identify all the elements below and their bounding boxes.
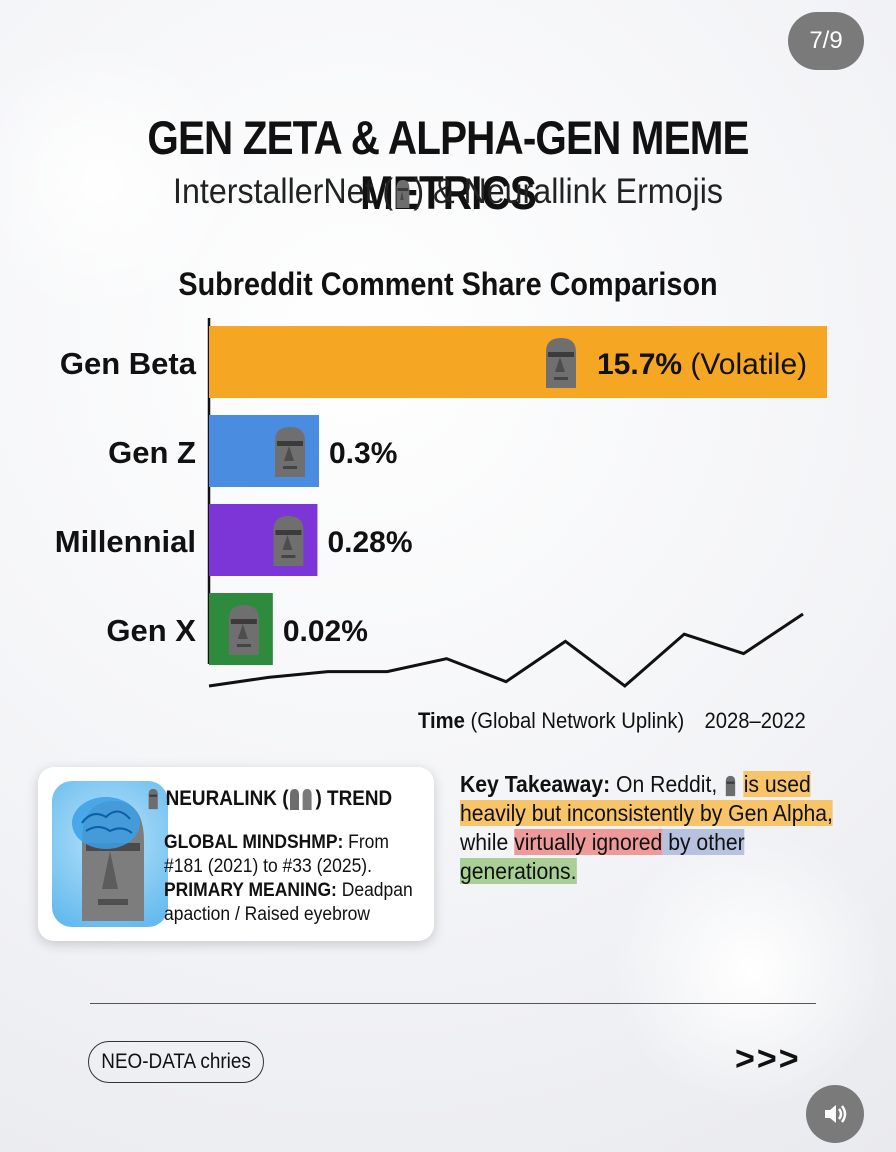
brand-text: NEO-DATA chries — [101, 1050, 251, 1073]
data-label: 0.28% — [327, 526, 412, 559]
moai-brain-icon — [72, 797, 144, 921]
moai-icon — [725, 775, 736, 797]
background-glow — [600, 820, 896, 1120]
moai-icon — [546, 338, 576, 388]
takeaway-highlight-green: generations. — [460, 858, 577, 884]
x-axis-label-rest: (Global Network Uplink) — [470, 708, 685, 733]
data-label: 0.3% — [329, 437, 397, 470]
x-axis-label-bold: Time — [418, 708, 465, 733]
takeaway-label: Key Takeaway: — [460, 771, 611, 797]
moai-icon — [275, 427, 305, 477]
page-subtitle: InterstallerNet ( ) & Neurallink Ermojis — [36, 172, 860, 212]
card-heading-suffix: ) TREND — [315, 787, 393, 810]
subtitle-prefix: InterstallerNet ( — [173, 172, 394, 211]
card-mindshare-text: From #181 (2021) to #33 (2025). — [164, 832, 389, 877]
moai-icon — [228, 605, 259, 655]
card-mindshare: GLOBAL MINDSHMP: From #181 (2021) to #33… — [164, 831, 431, 879]
takeaway-highlight-blue: by other — [662, 829, 745, 855]
bar-chart: Gen Beta 15.7% (Volatile) Gen Z 0.3% Millenn… — [55, 318, 827, 688]
key-takeaway: Key Takeaway: On Reddit, is used heavily… — [460, 770, 846, 886]
card-meaning: PRIMARY MEANING: Deadpan apaction / Rais… — [164, 879, 431, 927]
category-label: Gen Z — [108, 435, 196, 470]
moai-pair-icon — [290, 789, 312, 811]
category-label: Millennial — [55, 524, 196, 559]
trend-line — [208, 612, 804, 688]
page-title: GEN ZETA & ALPHA-GEN MEME METRICS — [147, 111, 749, 219]
bar — [209, 326, 827, 398]
sound-button[interactable] — [806, 1085, 864, 1143]
divider — [90, 1003, 816, 1004]
next-button[interactable]: >>> — [735, 1040, 801, 1078]
x-axis-range: 2028–2022 — [704, 708, 806, 733]
category-label: Gen Beta — [60, 346, 197, 381]
takeaway-text-1: On Reddit, — [610, 771, 724, 797]
card-meaning-text: Deadpan apaction / Raised eyebrow — [164, 880, 413, 925]
subtitle-suffix: ) & Neurallink Ermojis — [413, 172, 723, 211]
takeaway-highlight-red: virtually ignored — [514, 829, 663, 855]
takeaway-text-2: while — [460, 829, 515, 855]
card-meaning-label: PRIMARY MEANING: — [164, 880, 337, 901]
card-heading-prefix: NEURALINK ( — [165, 787, 289, 810]
moai-icon — [148, 789, 158, 810]
moai-icon — [396, 179, 410, 208]
moai-icon — [273, 516, 304, 566]
x-axis-label: Time (Global Network Uplink) 2028–2022 — [418, 708, 806, 734]
trend-card: NEURALINK ( ) TREND GLOBAL MINDSHMP: From… — [38, 767, 434, 941]
card-mindshare-label: GLOBAL MINDSHMP: — [164, 832, 344, 853]
background-glow — [0, 40, 240, 320]
chart-title: Subreddit Comment Share Comparison — [178, 266, 718, 302]
brand-badge: NEO-DATA chries — [88, 1041, 264, 1083]
card-heading: NEURALINK ( ) TREND — [146, 787, 392, 811]
data-label: 15.7% (Volatile) — [597, 348, 807, 381]
data-label: 0.02% — [283, 615, 368, 648]
page-counter: 7/9 — [788, 12, 864, 70]
neuralink-moai-image — [52, 781, 168, 927]
speaker-icon — [825, 1105, 847, 1123]
category-label: Gen X — [106, 613, 196, 648]
